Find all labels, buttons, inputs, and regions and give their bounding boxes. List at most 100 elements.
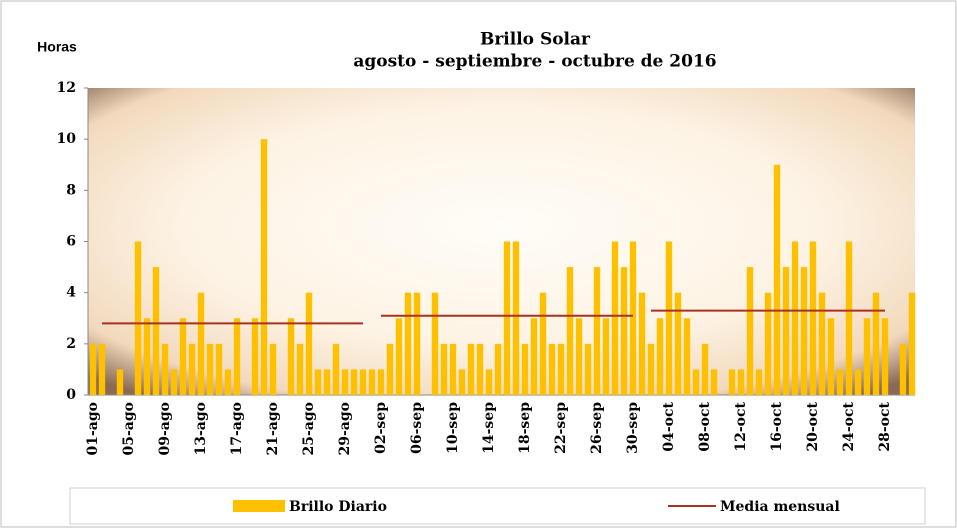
- x-tick-label: 14-sep: [481, 402, 497, 454]
- bar: [908, 292, 916, 395]
- y-axis-label: Horas: [37, 39, 77, 55]
- x-tick-label: 17-ago: [229, 402, 245, 456]
- bar: [764, 292, 772, 395]
- mean-line: [102, 309, 885, 325]
- bar: [530, 318, 538, 395]
- bar: [368, 369, 376, 395]
- bar: [332, 343, 340, 395]
- bar: [89, 343, 97, 395]
- bar: [746, 267, 754, 395]
- bar: [773, 164, 781, 395]
- bar: [143, 318, 151, 395]
- bar: [611, 241, 619, 395]
- bar: [818, 292, 826, 395]
- bar: [629, 241, 637, 395]
- x-tick-label: 04-oct: [661, 401, 677, 451]
- chart-title: Brillo Solar: [480, 30, 591, 50]
- bar: [854, 369, 862, 395]
- x-tick-label: 06-sep: [409, 402, 425, 454]
- y-tick-label: 2: [66, 336, 76, 352]
- legend-swatch: [233, 500, 285, 512]
- x-tick-label: 20-oct: [805, 401, 821, 451]
- bar: [305, 292, 313, 395]
- bar: [638, 292, 646, 395]
- bar: [656, 318, 664, 395]
- y-tick-label: 4: [66, 285, 76, 301]
- bar: [467, 343, 475, 395]
- bar: [872, 292, 880, 395]
- bar: [323, 369, 331, 395]
- x-tick-label: 01-ago: [85, 402, 101, 456]
- bar: [737, 369, 745, 395]
- x-tick-label: 02-sep: [373, 402, 389, 454]
- bar: [620, 267, 628, 395]
- bar: [287, 318, 295, 395]
- bar: [476, 343, 484, 395]
- chart-subtitle: agosto - septiembre - octubre de 2016: [353, 52, 716, 72]
- legend-label: Brillo Diario: [289, 499, 387, 515]
- y-tick-label: 6: [66, 234, 76, 250]
- bar: [827, 318, 835, 395]
- x-tick-label: 16-oct: [769, 401, 785, 451]
- x-tick-label: 22-sep: [553, 402, 569, 454]
- bar: [845, 241, 853, 395]
- bar: [314, 369, 322, 395]
- bar: [260, 139, 268, 395]
- bar: [215, 343, 223, 395]
- bar: [440, 343, 448, 395]
- bar: [161, 343, 169, 395]
- x-tick-label: 10-sep: [445, 402, 461, 454]
- bar: [566, 267, 574, 395]
- bar: [683, 318, 691, 395]
- bar: [674, 292, 682, 395]
- bar: [782, 267, 790, 395]
- bar: [881, 318, 889, 395]
- bar: [377, 369, 385, 395]
- bar: [503, 241, 511, 395]
- bar: [602, 318, 610, 395]
- bar: [647, 343, 655, 395]
- bar: [575, 318, 583, 395]
- bar: [296, 343, 304, 395]
- legend: [69, 487, 926, 525]
- bar: [404, 292, 412, 395]
- bar: [548, 343, 556, 395]
- bar: [692, 369, 700, 395]
- bar: [395, 318, 403, 395]
- x-tick-label: 08-oct: [697, 401, 713, 451]
- bar: [521, 343, 529, 395]
- bar: [251, 318, 259, 395]
- bar: [899, 343, 907, 395]
- legend-label: Media mensual: [720, 499, 840, 515]
- bar: [836, 369, 844, 395]
- bar: [359, 369, 367, 395]
- y-tick-label: 10: [57, 131, 77, 147]
- bar: [449, 343, 457, 395]
- bar: [863, 318, 871, 395]
- bar: [179, 318, 187, 395]
- bar: [134, 241, 142, 395]
- bar: [665, 241, 673, 395]
- x-tick-label: 12-oct: [733, 401, 749, 451]
- bar: [170, 369, 178, 395]
- bar: [98, 343, 106, 395]
- x-tick-label: 09-ago: [157, 402, 173, 456]
- bar: [791, 241, 799, 395]
- bar: [809, 241, 817, 395]
- x-tick-label: 25-ago: [301, 402, 317, 456]
- bar: [350, 369, 358, 395]
- bar: [152, 267, 160, 395]
- x-tick-label: 28-oct: [877, 401, 893, 451]
- bar: [701, 343, 709, 395]
- bar: [593, 267, 601, 395]
- bar: [485, 369, 493, 395]
- bar: [728, 369, 736, 395]
- bar: [188, 343, 196, 395]
- bar: [539, 292, 547, 395]
- x-tick-label: 30-sep: [625, 402, 641, 454]
- bar: [800, 267, 808, 395]
- bar: [512, 241, 520, 395]
- x-tick-label: 29-ago: [337, 402, 353, 456]
- bar: [584, 343, 592, 395]
